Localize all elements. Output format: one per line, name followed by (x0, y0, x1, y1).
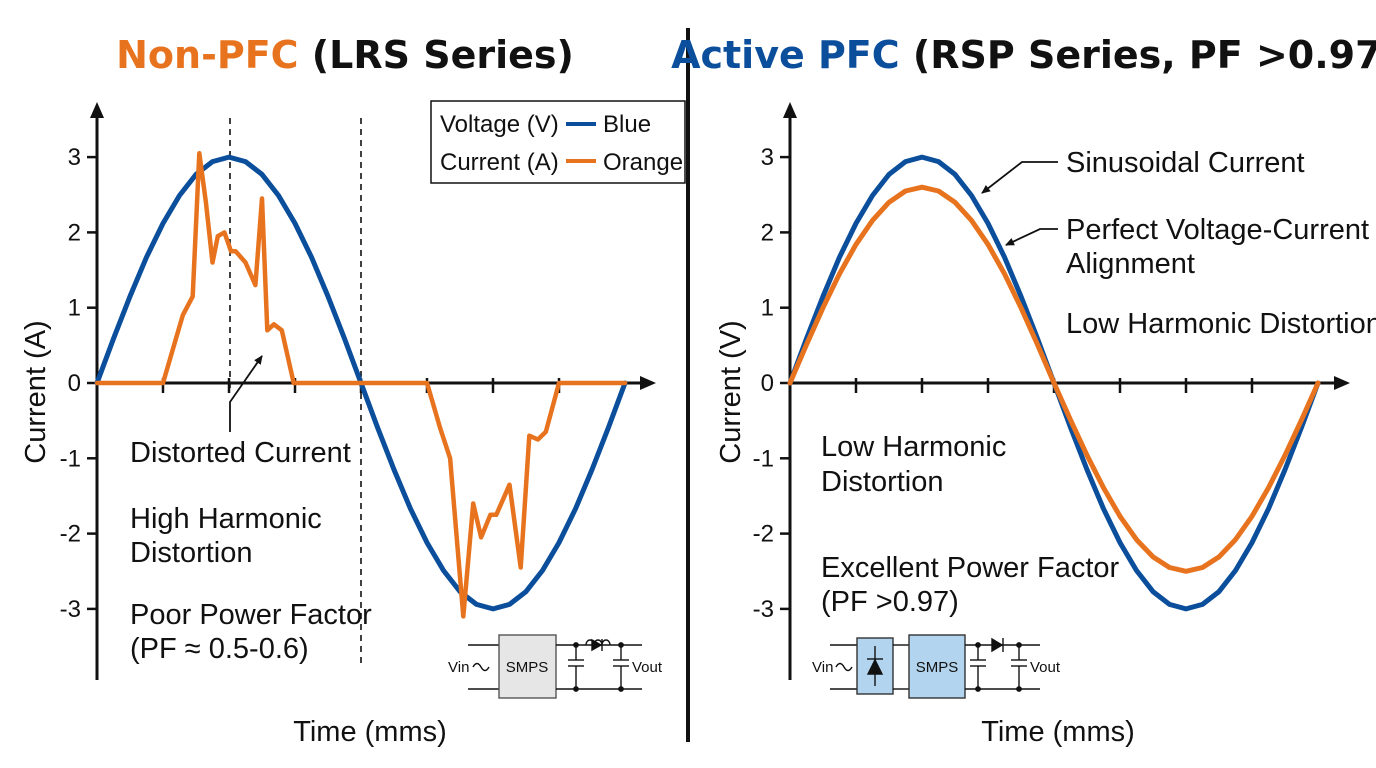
left-annotation-high-harmonic: High Harmonic Distortion (130, 503, 330, 569)
right-current-series-line (787, 184, 1321, 574)
annotation-line: Low Harmonic Distortion (1066, 308, 1376, 340)
right-annotation-low-harmonic: Low Harmonic Distortion (821, 431, 1014, 498)
annotation-line: (PF ≈ 0.5-0.6) (130, 633, 309, 665)
circuit-node (618, 686, 624, 692)
right-annotation-alignment: Perfect Voltage-Current Alignment (1066, 214, 1376, 280)
right-panel: Active PFC (RSP Series, PF >0.97) 3 2 1 0 -1… (671, 33, 1376, 748)
circuit-node (573, 686, 579, 692)
left-y-ticks: 3 2 1 0 -1 -2 -3 (60, 144, 97, 623)
left-circuit-diagram: Vin SMPS Vout (448, 634, 663, 699)
legend-current-label: Current (A) (440, 149, 559, 176)
annotation-line: Excellent Power Factor (821, 552, 1120, 584)
right-x-axis-label: Time (mms) (981, 716, 1135, 748)
legend-current-color-name: Orange (603, 149, 683, 176)
right-y-axis-arrow (783, 102, 797, 118)
y-tick-label: 1 (761, 295, 774, 322)
annotation-line: Sinusoidal Current (1066, 147, 1305, 179)
legend-box (430, 100, 686, 184)
right-title-rest: (RSP Series, PF >0.97) (900, 33, 1376, 77)
right-annotation-sinusoidal: Sinusoidal Current (1066, 147, 1305, 179)
legend-voltage-color-name: Blue (603, 111, 651, 138)
y-tick-label: -3 (753, 596, 774, 623)
right-annotation-excellent-pf: Excellent Power Factor (PF >0.97) (821, 552, 1127, 618)
legend-voltage-label: Voltage (V) (440, 111, 559, 138)
y-tick-label: 2 (761, 219, 774, 246)
left-circuit-vin-label: Vin (448, 659, 469, 676)
y-tick-label: -2 (753, 521, 774, 548)
left-y-axis-label: Current (A) (20, 320, 52, 463)
distorted-current-pointer (229, 355, 263, 432)
left-title: Non-PFC (LRS Series) (116, 33, 574, 77)
y-tick-label: 2 (68, 219, 81, 246)
annotation-line: Distorted Current (130, 437, 351, 469)
right-annotation-low-harmonic-top: Low Harmonic Distortion (1066, 308, 1376, 340)
right-circuit-ac-source-icon (835, 662, 853, 672)
sinusoidal-current-pointer (981, 161, 1058, 194)
y-tick-label: 3 (68, 144, 81, 171)
right-circuit-smps-label: SMPS (916, 659, 959, 676)
annotation-line: Poor Power Factor (130, 599, 372, 631)
circuit-node (975, 642, 981, 648)
left-annotation-poor-pf: Poor Power Factor (PF ≈ 0.5-0.6) (130, 599, 380, 665)
alignment-pointer (1005, 228, 1058, 246)
right-circuit-smps-box (908, 634, 966, 699)
left-circuit-ac-source-icon (472, 662, 490, 672)
right-circuit-diode-icon (991, 637, 1004, 653)
annotation-line: High Harmonic (130, 503, 322, 535)
right-circuit-vout-label: Vout (1030, 659, 1061, 676)
left-circuit-vout-label: Vout (632, 659, 663, 676)
left-annotation-distorted-current: Distorted Current (130, 437, 351, 469)
annotation-line: (PF >0.97) (821, 586, 959, 618)
circuit-node (573, 642, 579, 648)
left-circuit-smps-label: SMPS (506, 659, 549, 676)
annotation-line: Distortion (130, 537, 253, 569)
y-tick-label: -1 (753, 445, 774, 472)
y-tick-label: -1 (60, 445, 81, 472)
y-tick-label: -3 (60, 596, 81, 623)
right-title: Active PFC (RSP Series, PF >0.97) (671, 33, 1376, 77)
annotation-line: Perfect Voltage-Current (1066, 214, 1369, 246)
y-tick-label: 0 (761, 370, 774, 397)
y-tick-label: 1 (68, 295, 81, 322)
circuit-node (1016, 642, 1022, 648)
left-circuit-inductor-icon (585, 639, 611, 646)
circuit-node (618, 642, 624, 648)
right-title-accent: Active PFC (671, 33, 900, 77)
right-x-axis-arrow (1334, 376, 1350, 390)
annotation-line: Alignment (1066, 248, 1195, 280)
left-y-axis-arrow (90, 102, 104, 118)
annotation-line: Distortion (821, 466, 944, 498)
y-tick-label: 3 (761, 144, 774, 171)
right-y-axis-label: Current (V) (715, 320, 747, 463)
left-x-axis-label: Time (mms) (293, 716, 447, 748)
left-circuit-smps-box (498, 634, 557, 699)
left-current-series-line (94, 151, 628, 619)
left-panel: Non-PFC (LRS Series) 3 2 1 0 -1 -2 -3 Current … (20, 33, 686, 748)
right-circuit-vin-label: Vin (812, 659, 833, 676)
left-title-rest: (LRS Series) (299, 33, 574, 77)
annotation-line: Low Harmonic (821, 431, 1006, 463)
left-title-accent: Non-PFC (116, 33, 298, 77)
y-tick-label: 0 (68, 370, 81, 397)
right-circuit-diagram: Vin SMPS (812, 634, 1061, 699)
left-x-axis-arrow (640, 376, 656, 390)
left-circuit-diode-icon (591, 638, 603, 652)
right-y-ticks: 3 2 1 0 -1 -2 -3 (753, 144, 790, 623)
legend: Voltage (V) Blue Current (A) Orange (430, 100, 686, 184)
y-tick-label: -2 (60, 521, 81, 548)
circuit-node (975, 686, 981, 692)
circuit-node (1016, 686, 1022, 692)
